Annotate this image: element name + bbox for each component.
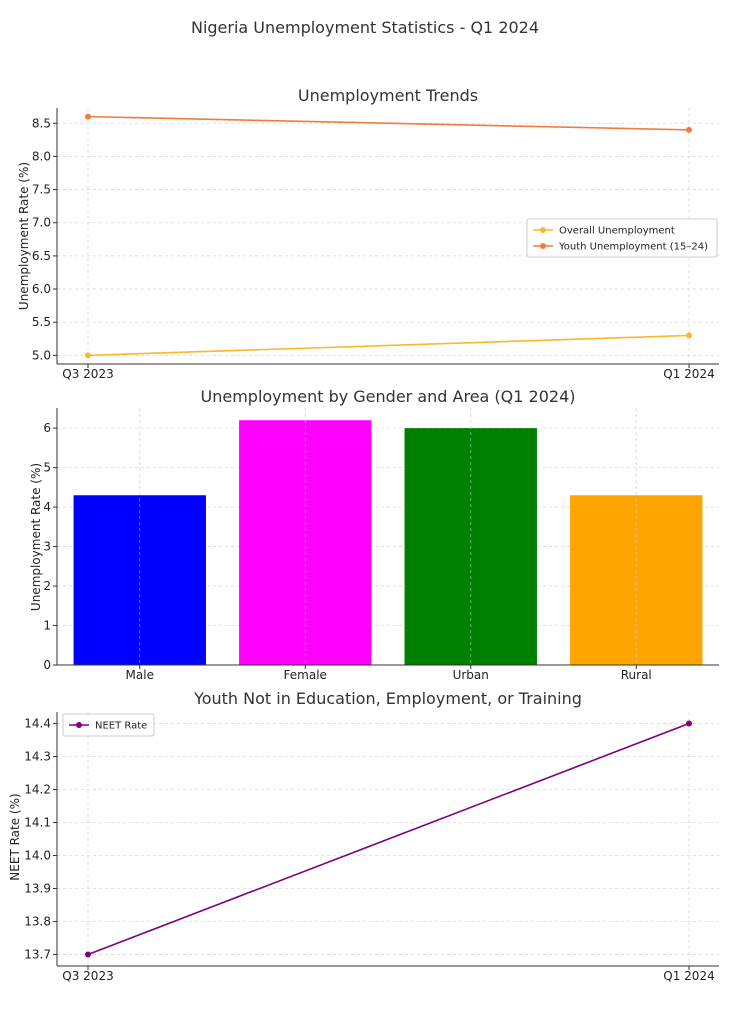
- x-tick-label: Q3 2023: [62, 969, 113, 983]
- legend-marker: [540, 243, 546, 249]
- y-tick-label: 5.0: [32, 348, 51, 362]
- y-tick-label: 14.4: [24, 717, 51, 731]
- legend-box: [526, 218, 718, 258]
- unemployment-trends-chart: Unemployment Trends Unemployment Rate (%…: [17, 86, 719, 381]
- y-axis-label: NEET Rate (%): [8, 793, 22, 880]
- y-axis-label: Unemployment Rate (%): [17, 162, 31, 310]
- y-tick-label: 13.9: [24, 881, 51, 895]
- data-point: [85, 352, 91, 359]
- y-tick-label: 4: [43, 500, 51, 514]
- y-tick-label: 0: [43, 658, 51, 672]
- chart-title: Youth Not in Education, Employment, or T…: [193, 689, 582, 708]
- y-axis-label: Unemployment Rate (%): [29, 463, 43, 611]
- legend-box: [62, 713, 155, 737]
- y-tick-label: 14.3: [24, 750, 51, 764]
- y-tick-label: 14.1: [24, 816, 51, 830]
- figure-title: Nigeria Unemployment Statistics - Q1 202…: [191, 18, 539, 37]
- data-point: [85, 113, 91, 120]
- x-tick-label: Q3 2023: [62, 367, 113, 381]
- y-tick-label: 2: [43, 579, 51, 593]
- legend-marker: [540, 227, 546, 233]
- x-tick-label: Q1 2024: [663, 367, 714, 381]
- series-line: [87, 722, 690, 956]
- data-point: [686, 332, 692, 339]
- data-point: [85, 951, 91, 958]
- y-tick-label: 14.0: [24, 848, 51, 862]
- y-tick-label: 6.0: [32, 282, 51, 296]
- y-tick-label: 6.5: [32, 249, 51, 263]
- y-tick-label: 7.0: [32, 216, 51, 230]
- x-tick-label: Rural: [621, 668, 652, 682]
- y-tick-label: 8.0: [32, 149, 51, 163]
- y-tick-label: 1: [43, 619, 51, 633]
- chart-title: Unemployment by Gender and Area (Q1 2024…: [201, 387, 576, 406]
- data-point: [686, 720, 692, 727]
- chart-title: Unemployment Trends: [298, 86, 478, 105]
- legend-label: Overall Unemployment: [559, 226, 675, 237]
- x-tick-label: Q1 2024: [663, 969, 714, 983]
- y-tick-label: 14.2: [24, 783, 51, 797]
- neet-rate-chart: Youth Not in Education, Employment, or T…: [8, 689, 719, 983]
- y-tick-label: 8.5: [32, 116, 51, 130]
- bar: [570, 495, 703, 665]
- y-tick-label: 5: [43, 461, 51, 475]
- series-line: [87, 334, 690, 357]
- y-tick-label: 3: [43, 540, 51, 554]
- y-tick-label: 5.5: [32, 315, 51, 329]
- gender-area-bar-chart: Unemployment by Gender and Area (Q1 2024…: [29, 387, 719, 682]
- y-tick-label: 13.8: [24, 914, 51, 928]
- legend-label: NEET Rate: [95, 721, 147, 732]
- legend-label: Youth Unemployment (15–24): [558, 242, 708, 253]
- x-tick-label: Male: [126, 668, 154, 682]
- y-tick-label: 13.7: [24, 947, 51, 961]
- series-line: [87, 115, 690, 131]
- y-tick-label: 7.5: [32, 183, 51, 197]
- y-tick-label: 6: [43, 421, 51, 435]
- x-tick-label: Female: [284, 668, 327, 682]
- bar: [73, 495, 206, 665]
- legend-marker: [76, 722, 82, 728]
- x-tick-label: Urban: [453, 668, 489, 682]
- data-point: [686, 126, 692, 133]
